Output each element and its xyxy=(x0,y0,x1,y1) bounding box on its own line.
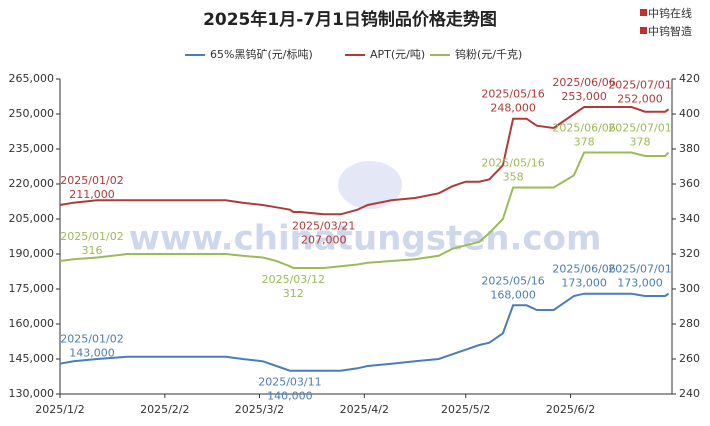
y-tick-label: 130,000 xyxy=(9,387,55,400)
y-tick-label: 145,000 xyxy=(9,352,55,365)
annotation-date: 2025/07/01 xyxy=(608,78,671,91)
annotation-value: 207,000 xyxy=(301,233,347,246)
y2-tick-label: 380 xyxy=(679,142,700,155)
annotation-value: 211,000 xyxy=(69,188,115,201)
brand-text: 中钨智造 xyxy=(648,24,692,38)
annotation-value: 143,000 xyxy=(69,347,115,360)
legend-label: APT(元/吨) xyxy=(370,48,425,61)
annotation-date: 2025/01/02 xyxy=(60,174,123,187)
annotation-value: 312 xyxy=(283,287,304,300)
annotation-value: 378 xyxy=(574,136,595,149)
annotation-date: 2025/05/16 xyxy=(481,157,544,170)
x-tick-label: 2025/2/2 xyxy=(140,403,189,416)
x-tick-label: 2025/1/2 xyxy=(35,403,84,416)
y-tick-label: 265,000 xyxy=(9,72,55,85)
y-tick-label: 160,000 xyxy=(9,317,55,330)
brand-icon xyxy=(640,9,647,16)
annotation-value: 378 xyxy=(630,136,651,149)
y2-tick-label: 420 xyxy=(679,72,700,85)
annotation-value: 253,000 xyxy=(561,90,607,103)
annotation-date: 2025/06/06 xyxy=(552,76,615,89)
y-tick-label: 220,000 xyxy=(9,177,55,190)
series-line xyxy=(59,292,670,372)
y-tick-label: 235,000 xyxy=(9,142,55,155)
annotation-value: 173,000 xyxy=(617,277,663,290)
series-line xyxy=(59,106,670,216)
y2-tick-label: 260 xyxy=(679,352,700,365)
x-tick-label: 2025/4/2 xyxy=(340,403,389,416)
legend-label: 钨粉(元/千克) xyxy=(455,48,522,61)
annotation-value: 358 xyxy=(503,171,524,184)
watermark: www.chinatungsten.com xyxy=(129,219,602,259)
annotation-date: 2025/03/12 xyxy=(262,273,325,286)
y-tick-label: 250,000 xyxy=(9,107,55,120)
y-tick-label: 175,000 xyxy=(9,282,55,295)
chart-title: 2025年1月-7月1日钨制品价格走势图 xyxy=(203,9,497,30)
y2-tick-label: 240 xyxy=(679,387,700,400)
annotation-date: 2025/03/11 xyxy=(258,376,321,389)
annotation-date: 2025/05/16 xyxy=(481,88,544,101)
brand-icon xyxy=(640,27,647,34)
annotation-date: 2025/07/01 xyxy=(608,263,671,276)
legend-label: 65%黑钨矿(元/标吨) xyxy=(210,47,313,61)
annotation-date: 2025/01/02 xyxy=(60,230,123,243)
series-line xyxy=(59,151,670,269)
annotation-date: 2025/05/16 xyxy=(481,274,544,287)
annotation-date: 2025/07/01 xyxy=(608,122,671,135)
annotation-date: 2025/06/06 xyxy=(552,263,615,276)
y2-tick-label: 300 xyxy=(679,282,700,295)
y-tick-label: 190,000 xyxy=(9,247,55,260)
x-tick-label: 2025/3/2 xyxy=(235,403,284,416)
annotation-value: 252,000 xyxy=(617,92,663,105)
x-tick-label: 2025/5/2 xyxy=(441,403,490,416)
y2-tick-label: 280 xyxy=(679,317,700,330)
annotation-value: 316 xyxy=(82,244,103,257)
y-tick-label: 205,000 xyxy=(9,212,55,225)
y2-tick-label: 320 xyxy=(679,247,700,260)
annotation-value: 140,000 xyxy=(267,390,313,403)
annotation-value: 173,000 xyxy=(561,277,607,290)
y2-tick-label: 400 xyxy=(679,107,700,120)
annotation-value: 168,000 xyxy=(490,288,536,301)
annotation-date: 2025/03/21 xyxy=(292,219,355,232)
annotation-date: 2025/01/02 xyxy=(60,333,123,346)
brand-text: 中钨在线 xyxy=(648,6,692,20)
x-tick-label: 2025/6/2 xyxy=(546,403,595,416)
y2-tick-label: 360 xyxy=(679,177,700,190)
annotation-date: 2025/06/06 xyxy=(552,122,615,135)
y2-tick-label: 340 xyxy=(679,212,700,225)
watermark-logo xyxy=(338,161,402,209)
annotation-value: 248,000 xyxy=(490,102,536,115)
